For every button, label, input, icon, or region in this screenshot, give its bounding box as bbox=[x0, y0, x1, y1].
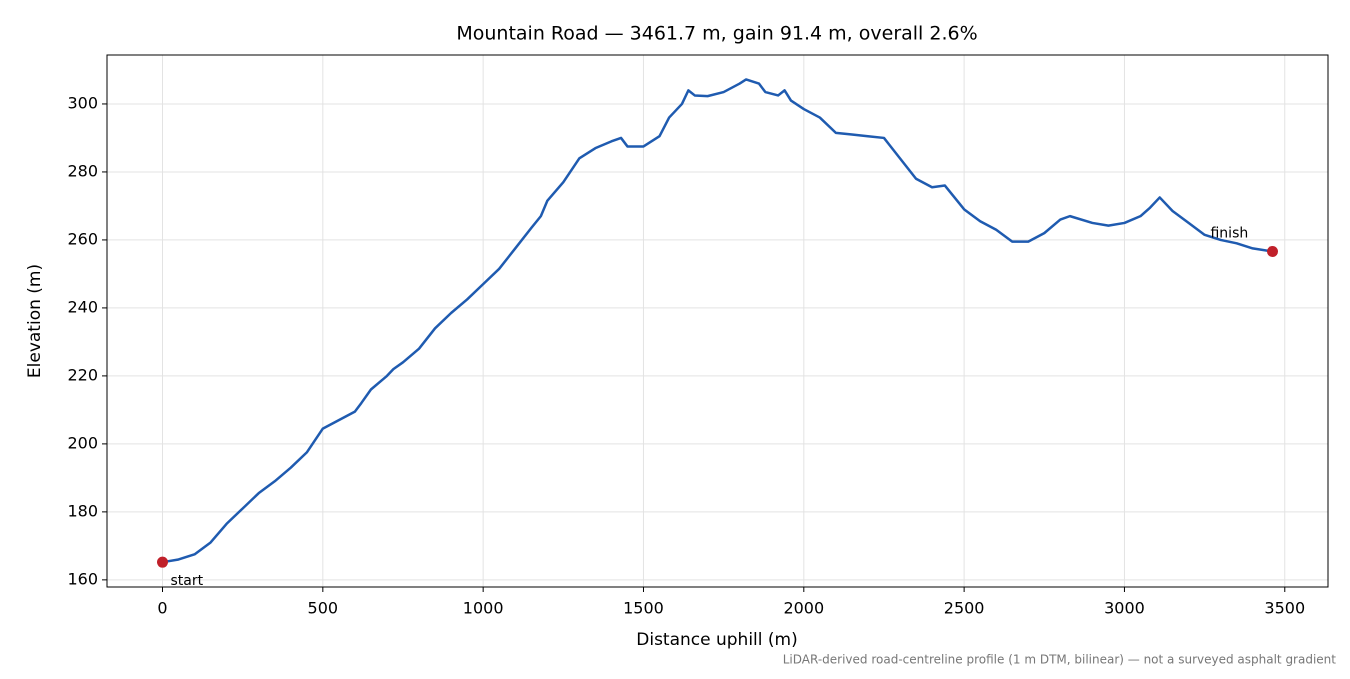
x-tick-label: 3500 bbox=[1264, 599, 1305, 618]
x-tick-label: 1500 bbox=[623, 599, 664, 618]
x-tick-label: 1000 bbox=[463, 599, 504, 618]
y-axis-label: Elevation (m) bbox=[25, 264, 45, 378]
y-tick-label: 180 bbox=[67, 501, 98, 520]
footnote: LiDAR-derived road-centreline profile (1… bbox=[783, 653, 1337, 667]
endpoint-label: start bbox=[171, 573, 204, 589]
x-tick-label: 2500 bbox=[944, 599, 985, 618]
y-tick-label: 220 bbox=[67, 365, 98, 384]
elevation-line bbox=[162, 78, 1273, 564]
x-tick-label: 2000 bbox=[783, 599, 824, 618]
endpoint-marker bbox=[1266, 245, 1278, 257]
x-tick-label: 3000 bbox=[1104, 599, 1145, 618]
y-tick-label: 300 bbox=[67, 93, 98, 112]
y-tick-label: 240 bbox=[67, 297, 98, 316]
endpoint-marker bbox=[157, 556, 169, 568]
y-tick-label: 280 bbox=[67, 161, 98, 180]
x-tick-label: 500 bbox=[308, 599, 339, 618]
endpoint-label: finish bbox=[1210, 225, 1248, 241]
y-tick-label: 200 bbox=[67, 433, 98, 452]
y-tick-label: 260 bbox=[67, 229, 98, 248]
y-tick-label: 160 bbox=[67, 569, 98, 588]
chart-title: Mountain Road — 3461.7 m, gain 91.4 m, o… bbox=[456, 23, 977, 45]
x-axis-label: Distance uphill (m) bbox=[636, 630, 797, 650]
x-tick-label: 0 bbox=[157, 599, 167, 618]
plot-frame bbox=[106, 54, 1329, 588]
